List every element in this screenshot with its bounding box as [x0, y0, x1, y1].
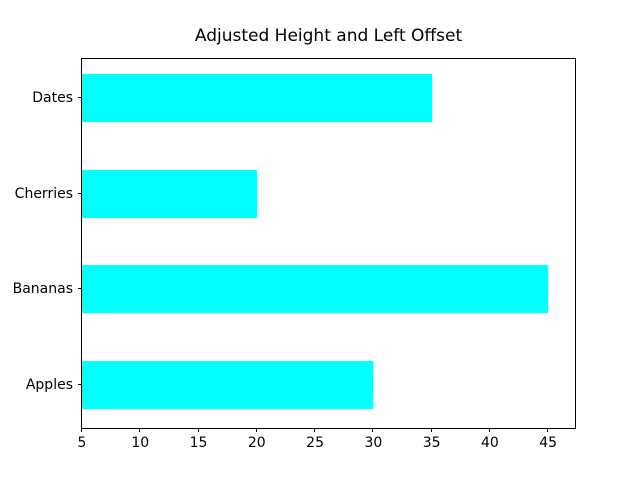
x-tick-mark: [547, 428, 549, 432]
bar-dates: [82, 74, 432, 123]
x-tick-label-30: 30: [364, 435, 383, 451]
x-tick-mark: [139, 428, 141, 432]
x-tick-mark: [430, 428, 432, 432]
y-tick-mark: [78, 192, 82, 194]
x-tick-mark: [255, 428, 257, 432]
bar-apples: [82, 360, 374, 409]
x-tick-mark: [81, 428, 82, 432]
y-tick-label-apples: Apples: [25, 376, 73, 393]
y-tick-mark: [78, 97, 82, 99]
x-tick-label-45: 45: [539, 435, 558, 451]
y-tick-label-cherries: Cherries: [14, 185, 73, 202]
y-tick-label-dates: Dates: [32, 90, 73, 107]
x-tick-mark: [488, 428, 490, 432]
x-tick-mark: [314, 428, 316, 432]
x-tick-label-5: 5: [77, 435, 87, 451]
x-tick-label-40: 40: [480, 435, 499, 451]
y-tick-mark: [78, 383, 82, 385]
x-tick-label-35: 35: [422, 435, 441, 451]
chart-title: Adjusted Height and Left Offset: [194, 26, 463, 46]
x-tick-label-25: 25: [306, 435, 324, 451]
y-tick-mark: [78, 288, 82, 290]
x-tick-mark: [197, 428, 199, 432]
x-tick-label-10: 10: [131, 435, 150, 451]
x-tick-label-15: 15: [189, 435, 208, 451]
x-tick-label-20: 20: [247, 435, 266, 451]
y-tick-label-bananas: Bananas: [12, 281, 73, 298]
bar-cherries: [82, 169, 257, 218]
x-tick-mark: [372, 428, 374, 432]
bar-bananas: [82, 265, 549, 314]
plot-area: Dates Cherries Bananas Apples 5 10 15 20 25 30 35 4…: [13, 58, 576, 451]
